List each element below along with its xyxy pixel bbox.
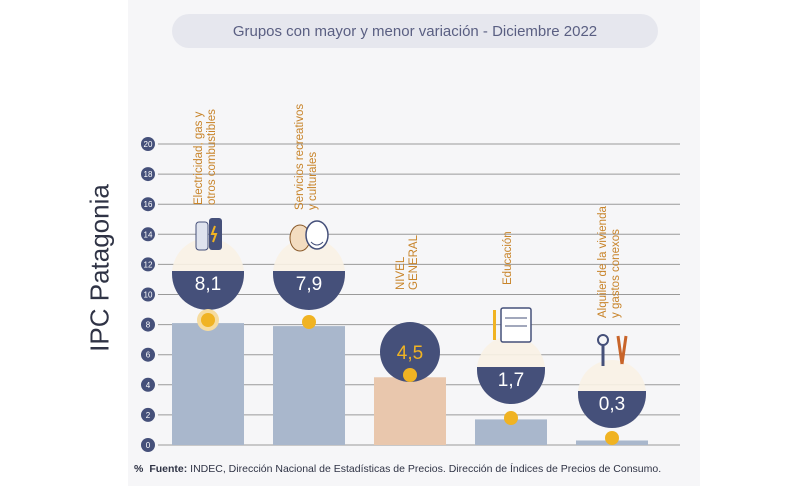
badge-rim	[172, 271, 244, 274]
y-tick-label: 0	[146, 441, 151, 450]
category-label: Servicios recreativosy culturales	[294, 104, 319, 210]
value-badge	[380, 322, 440, 382]
badge-rim	[273, 271, 345, 274]
data-point	[403, 368, 417, 382]
data-point	[302, 315, 316, 329]
y-tick-label: 12	[144, 260, 153, 269]
chart-title: Grupos con mayor y menor variación - Dic…	[172, 14, 658, 48]
value-badge	[273, 274, 345, 310]
data-label: 1,7	[498, 370, 524, 391]
source-text: INDEC, Dirección Nacional de Estadística…	[187, 463, 662, 475]
y-tick-label: 2	[146, 411, 151, 420]
y-tick-dot	[141, 377, 155, 392]
value-badge	[578, 394, 646, 428]
y-tick-dot	[141, 137, 155, 151]
data-point	[201, 313, 215, 327]
y-tick-label: 8	[146, 321, 151, 330]
unit-label: %	[134, 463, 144, 475]
data-label: 8,1	[195, 274, 221, 295]
data-point	[605, 431, 619, 445]
badge-rim	[477, 367, 545, 370]
y-tick-label: 10	[144, 291, 153, 300]
source-label: Fuente:	[149, 463, 188, 475]
y-tick-dot	[141, 317, 155, 332]
y-tick-dot	[141, 287, 155, 302]
y-tick-label: 14	[144, 230, 153, 239]
bar	[172, 323, 244, 445]
y-tick-dot	[141, 197, 155, 212]
y-tick-dot	[141, 257, 155, 272]
y-tick-dot	[141, 167, 155, 182]
category-label: NIVELGENERAL	[395, 234, 420, 290]
notebook-icon	[493, 307, 532, 343]
data-label: 7,9	[296, 274, 322, 295]
y-tick-dot	[141, 347, 155, 362]
data-point	[504, 411, 518, 425]
theater-masks-icon	[289, 220, 329, 252]
y-tick-dot	[141, 407, 155, 422]
data-label: 0,3	[599, 394, 625, 415]
y-tick-label: 16	[144, 200, 153, 209]
y-tick-dot	[141, 438, 155, 452]
data-label: 4,5	[397, 343, 423, 364]
keys-tools-icon	[597, 334, 628, 366]
gas-cylinder-icon	[195, 218, 222, 251]
y-tick-label: 4	[146, 381, 151, 390]
category-label: Educación	[502, 231, 514, 285]
y-tick-dot	[141, 227, 155, 242]
y-tick-label: 18	[144, 170, 153, 179]
value-badge	[477, 370, 545, 404]
value-badge	[172, 274, 244, 310]
source-footer: % Fuente: INDEC, Dirección Nacional de Es…	[134, 463, 714, 475]
y-tick-label: 20	[144, 140, 153, 149]
bar	[374, 377, 446, 445]
y-tick-label: 6	[146, 351, 151, 360]
category-label: Electricidad, gas yotros combustibles	[193, 109, 218, 205]
category-label: Alquiler de la vivienday gastos conexos	[597, 206, 622, 318]
bar	[273, 326, 345, 445]
badge-rim	[578, 391, 646, 394]
